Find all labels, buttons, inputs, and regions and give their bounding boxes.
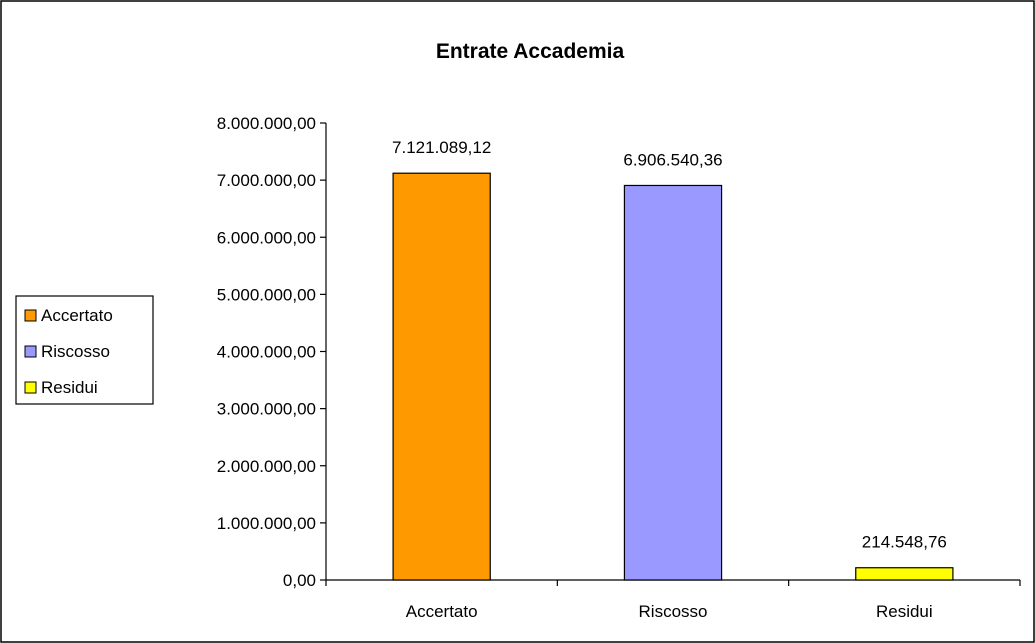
legend-swatch — [24, 381, 37, 394]
y-tick-label: 1.000.000,00 — [217, 514, 316, 533]
bars-group: 7.121.089,12 Accertato 6.906.540,36 Riscoss… — [392, 138, 954, 621]
x-tick-label: Riscosso — [639, 602, 708, 621]
y-tick-label: 2.000.000,00 — [217, 457, 316, 476]
x-tick-label: Residui — [876, 602, 933, 621]
data-label: 7.121.089,12 — [392, 138, 491, 157]
data-label: 6.906.540,36 — [623, 150, 722, 169]
y-tick-label: 6.000.000,00 — [217, 228, 316, 247]
legend-swatch — [24, 345, 37, 358]
y-tick-label: 7.000.000,00 — [217, 171, 316, 190]
y-tick-label: 5.000.000,00 — [217, 285, 316, 304]
data-label: 214.548,76 — [862, 533, 947, 552]
legend: Accertato Riscosso Residui — [15, 295, 154, 405]
bar-riscosso — [623, 184, 723, 581]
legend-label: Accertato — [41, 306, 113, 325]
y-tick-label: 4.000.000,00 — [217, 343, 316, 362]
legend-box — [15, 295, 154, 405]
y-tick-label: 3.000.000,00 — [217, 400, 316, 419]
axes-group: 0,00 1.000.000,00 2.000.000,00 3.000.000,00… — [217, 114, 1021, 590]
y-tick-label: 0,00 — [283, 571, 316, 590]
x-tick-label: Accertato — [406, 602, 478, 621]
chart-title: Entrate Accademia — [436, 40, 625, 63]
bar-residui — [855, 567, 954, 581]
legend-swatch — [24, 309, 37, 322]
legend-label: Residui — [41, 378, 98, 397]
legend-label: Riscosso — [41, 342, 110, 361]
bar-accertato — [392, 172, 491, 581]
y-tick-label: 8.000.000,00 — [217, 114, 316, 133]
